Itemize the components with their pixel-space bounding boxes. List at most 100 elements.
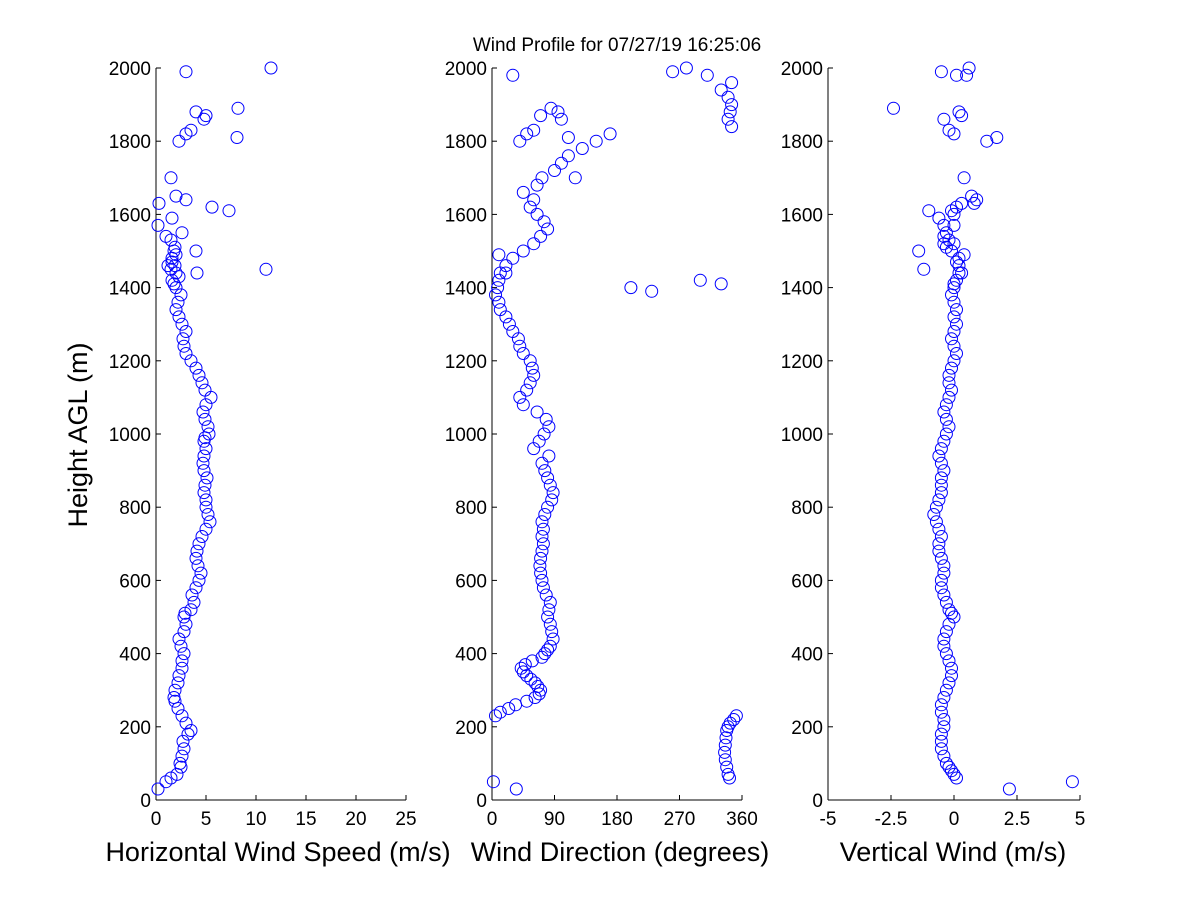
direction-data-point bbox=[516, 244, 530, 258]
direction-data-point bbox=[516, 185, 530, 199]
speed-ytick-label: 1200 bbox=[109, 352, 151, 373]
direction-data-point bbox=[506, 325, 520, 338]
speed-data-point bbox=[185, 588, 199, 602]
speed-data-point bbox=[200, 471, 214, 485]
vertical-data-point bbox=[950, 303, 963, 317]
direction-xtick-label: 0 bbox=[487, 809, 498, 830]
vertical-ytick-label: 800 bbox=[791, 498, 823, 519]
speed-data-point bbox=[202, 427, 216, 441]
direction-data-point bbox=[700, 68, 714, 82]
speed-data-point bbox=[177, 339, 191, 353]
direction-data-point bbox=[537, 427, 551, 441]
direction-ytick-label: 400 bbox=[455, 645, 487, 666]
vertical-data-point bbox=[955, 266, 969, 280]
speed-data-point bbox=[152, 196, 166, 210]
speed-data-point bbox=[175, 317, 189, 331]
speed-data-point bbox=[173, 756, 187, 770]
speed-data-point bbox=[189, 581, 203, 595]
direction-ytick-label: 1000 bbox=[445, 425, 487, 446]
vertical-data-point bbox=[932, 211, 946, 225]
vertical-data-point bbox=[957, 171, 971, 185]
direction-ytick-label: 600 bbox=[455, 571, 487, 592]
direction-data-point bbox=[539, 412, 553, 426]
direction-data-point bbox=[544, 101, 558, 115]
speed-ytick-label: 1600 bbox=[109, 205, 151, 226]
vertical-data-point bbox=[932, 544, 946, 558]
direction-data-point bbox=[725, 120, 739, 134]
vertical-data-point bbox=[939, 625, 953, 639]
vertical-xtick-label: 0 bbox=[949, 809, 960, 830]
direction-data-point bbox=[523, 200, 537, 214]
speed-data-point bbox=[171, 676, 185, 690]
direction-data-point bbox=[575, 142, 589, 155]
direction-data-point bbox=[506, 68, 520, 82]
direction-data-point bbox=[725, 76, 739, 90]
speed-data-point bbox=[201, 508, 215, 521]
vertical-data-point bbox=[980, 134, 994, 148]
direction-data-point bbox=[551, 105, 565, 119]
speed-data-point bbox=[161, 259, 175, 273]
direction-data-point bbox=[527, 193, 541, 207]
direction-data-point bbox=[548, 164, 561, 177]
direction-data-point bbox=[542, 420, 556, 434]
speed-data-point bbox=[187, 595, 201, 609]
vertical-data-point bbox=[950, 255, 963, 269]
direction-data-point bbox=[527, 368, 541, 382]
direction-data-point bbox=[493, 705, 507, 719]
vertical-data-point bbox=[950, 771, 963, 785]
vertical-data-point bbox=[927, 508, 941, 521]
direction-xtick-label: 180 bbox=[601, 809, 633, 830]
direction-data-point bbox=[524, 672, 538, 686]
speed-data-point bbox=[199, 442, 213, 456]
speed-data-point bbox=[230, 131, 244, 144]
direction-data-point bbox=[520, 127, 534, 141]
direction-ytick-label: 2000 bbox=[445, 59, 487, 80]
speed-data-point bbox=[197, 464, 211, 478]
direction-data-point bbox=[531, 680, 545, 693]
vertical-data-point bbox=[947, 207, 961, 221]
direction-data-point bbox=[538, 508, 552, 521]
direction-data-point bbox=[541, 610, 555, 624]
direction-data-point bbox=[530, 207, 544, 221]
speed-data-point bbox=[164, 262, 178, 276]
speed-xtick-label: 25 bbox=[395, 809, 416, 830]
direction-data-point bbox=[537, 215, 551, 229]
direction-data-point bbox=[718, 745, 732, 759]
direction-data-point bbox=[535, 456, 549, 470]
speed-ytick-label: 1800 bbox=[109, 132, 151, 153]
speed-ytick-label: 2000 bbox=[109, 59, 151, 80]
vertical-data-point bbox=[937, 691, 951, 704]
vertical-data-point bbox=[932, 449, 946, 463]
speed-data-point bbox=[199, 493, 213, 507]
vertical-data-point bbox=[934, 727, 948, 741]
speed-data-point bbox=[179, 716, 193, 730]
vertical-data-point bbox=[945, 669, 958, 683]
vertical-data-point bbox=[947, 218, 961, 232]
vertical-data-point bbox=[937, 112, 951, 126]
vertical-xtick-label: 2.5 bbox=[1004, 809, 1030, 830]
direction-data-point bbox=[514, 661, 528, 675]
direction-data-point bbox=[536, 537, 550, 551]
vertical-data-point bbox=[934, 471, 948, 485]
direction-data-point bbox=[492, 273, 506, 287]
vertical-data-point bbox=[939, 756, 953, 770]
direction-data-point bbox=[535, 573, 549, 587]
vertical-data-point bbox=[934, 551, 948, 565]
speed-data-point bbox=[179, 325, 193, 338]
vertical-data-point bbox=[945, 606, 958, 620]
direction-ytick-label: 800 bbox=[455, 498, 487, 519]
direction-data-point bbox=[541, 643, 555, 657]
x-axis-label-direction: Wind Direction (degrees) bbox=[471, 837, 770, 867]
speed-data-point bbox=[189, 361, 203, 375]
direction-data-point bbox=[502, 702, 516, 715]
vertical-wind-panel: Vertical Wind (m/s) 0 200 400 600 800 1000 120… bbox=[781, 59, 1086, 867]
direction-xtick-label: 90 bbox=[544, 809, 565, 830]
speed-data-point bbox=[175, 749, 189, 763]
vertical-data-point bbox=[950, 317, 963, 331]
direction-data-point bbox=[489, 288, 502, 302]
vertical-ytick-label: 400 bbox=[791, 645, 823, 666]
direction-data-point bbox=[624, 281, 638, 295]
vertical-data-point bbox=[952, 259, 966, 273]
direction-data-point bbox=[523, 376, 537, 390]
